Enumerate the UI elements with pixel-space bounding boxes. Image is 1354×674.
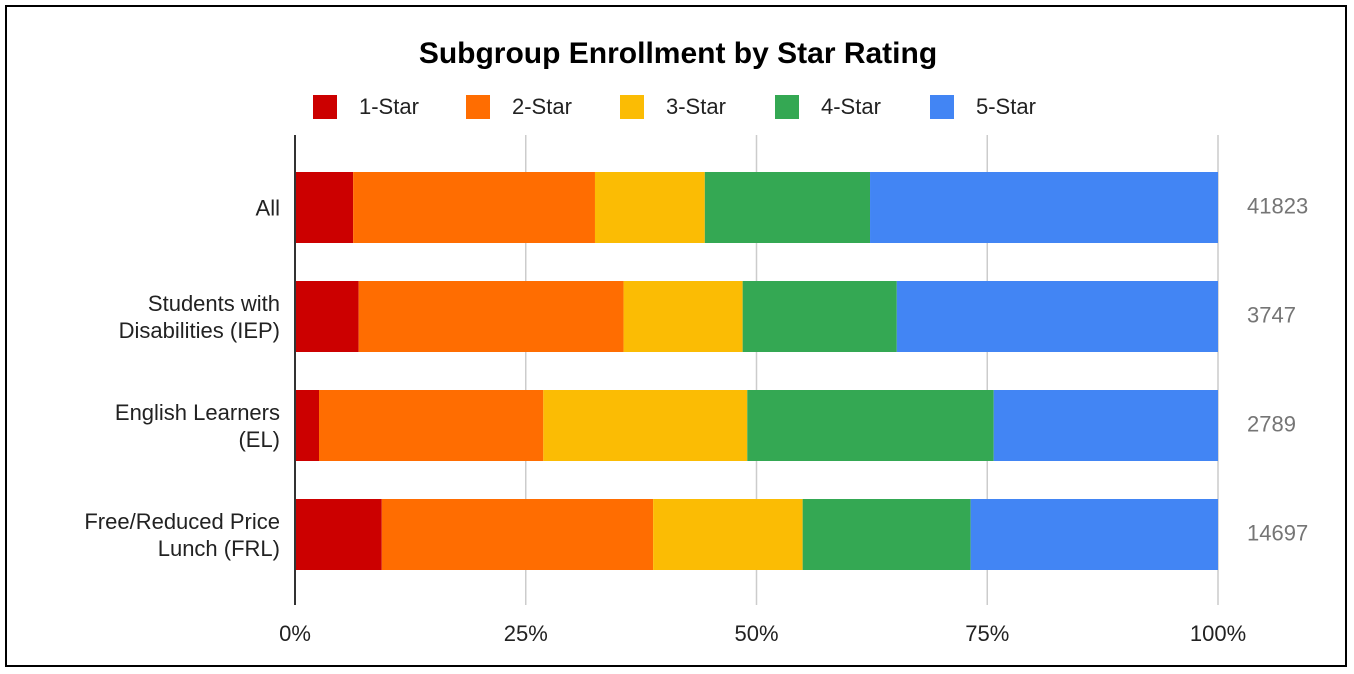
bar-segment xyxy=(295,281,359,352)
legend-label: 3-Star xyxy=(666,94,726,119)
bar-segment xyxy=(353,172,595,243)
y-tick-label: English Learners (EL) xyxy=(114,399,280,452)
legend-swatch xyxy=(930,95,954,119)
bar-segment xyxy=(896,281,1218,352)
frame xyxy=(5,5,1347,667)
x-tick-label: 75% xyxy=(965,621,1009,646)
legend-label: 1-Star xyxy=(359,94,419,119)
bar-segment xyxy=(704,172,871,243)
bar-segment xyxy=(653,499,803,570)
bar-segment xyxy=(543,390,748,461)
bar-segment xyxy=(358,281,624,352)
legend-label: 2-Star xyxy=(512,94,572,119)
total-label: 3747 xyxy=(1247,302,1296,327)
bar-segment xyxy=(623,281,743,352)
bar-segment xyxy=(802,499,971,570)
bar-segment xyxy=(295,390,319,461)
bar-segment xyxy=(993,390,1218,461)
total-label: 2789 xyxy=(1247,411,1296,436)
legend-swatch xyxy=(620,95,644,119)
total-label: 14697 xyxy=(1247,520,1308,545)
legend-label: 4-Star xyxy=(821,94,881,119)
bar-segment xyxy=(742,281,897,352)
chart-title: Subgroup Enrollment by Star Rating xyxy=(419,37,937,70)
x-tick-label: 25% xyxy=(504,621,548,646)
legend-swatch xyxy=(466,95,490,119)
bar-segment xyxy=(870,172,1218,243)
y-tick-label: Students with Disabilities (IEP) xyxy=(118,290,280,343)
bar-segment xyxy=(594,172,705,243)
bar-segment xyxy=(318,390,544,461)
bar-segment xyxy=(747,390,994,461)
total-label: 41823 xyxy=(1247,193,1308,218)
bar-segment xyxy=(295,499,382,570)
x-tick-label: 100% xyxy=(1190,621,1246,646)
legend-swatch xyxy=(775,95,799,119)
y-tick-label: Free/Reduced Price Lunch (FRL) xyxy=(84,508,280,561)
bar-segment xyxy=(295,172,354,243)
x-tick-label: 0% xyxy=(279,621,311,646)
y-tick-label: All xyxy=(255,195,280,220)
bar-segment xyxy=(381,499,654,570)
legend-label: 5-Star xyxy=(976,94,1036,119)
x-tick-label: 50% xyxy=(734,621,778,646)
legend-swatch xyxy=(313,95,337,119)
bar-segment xyxy=(970,499,1218,570)
